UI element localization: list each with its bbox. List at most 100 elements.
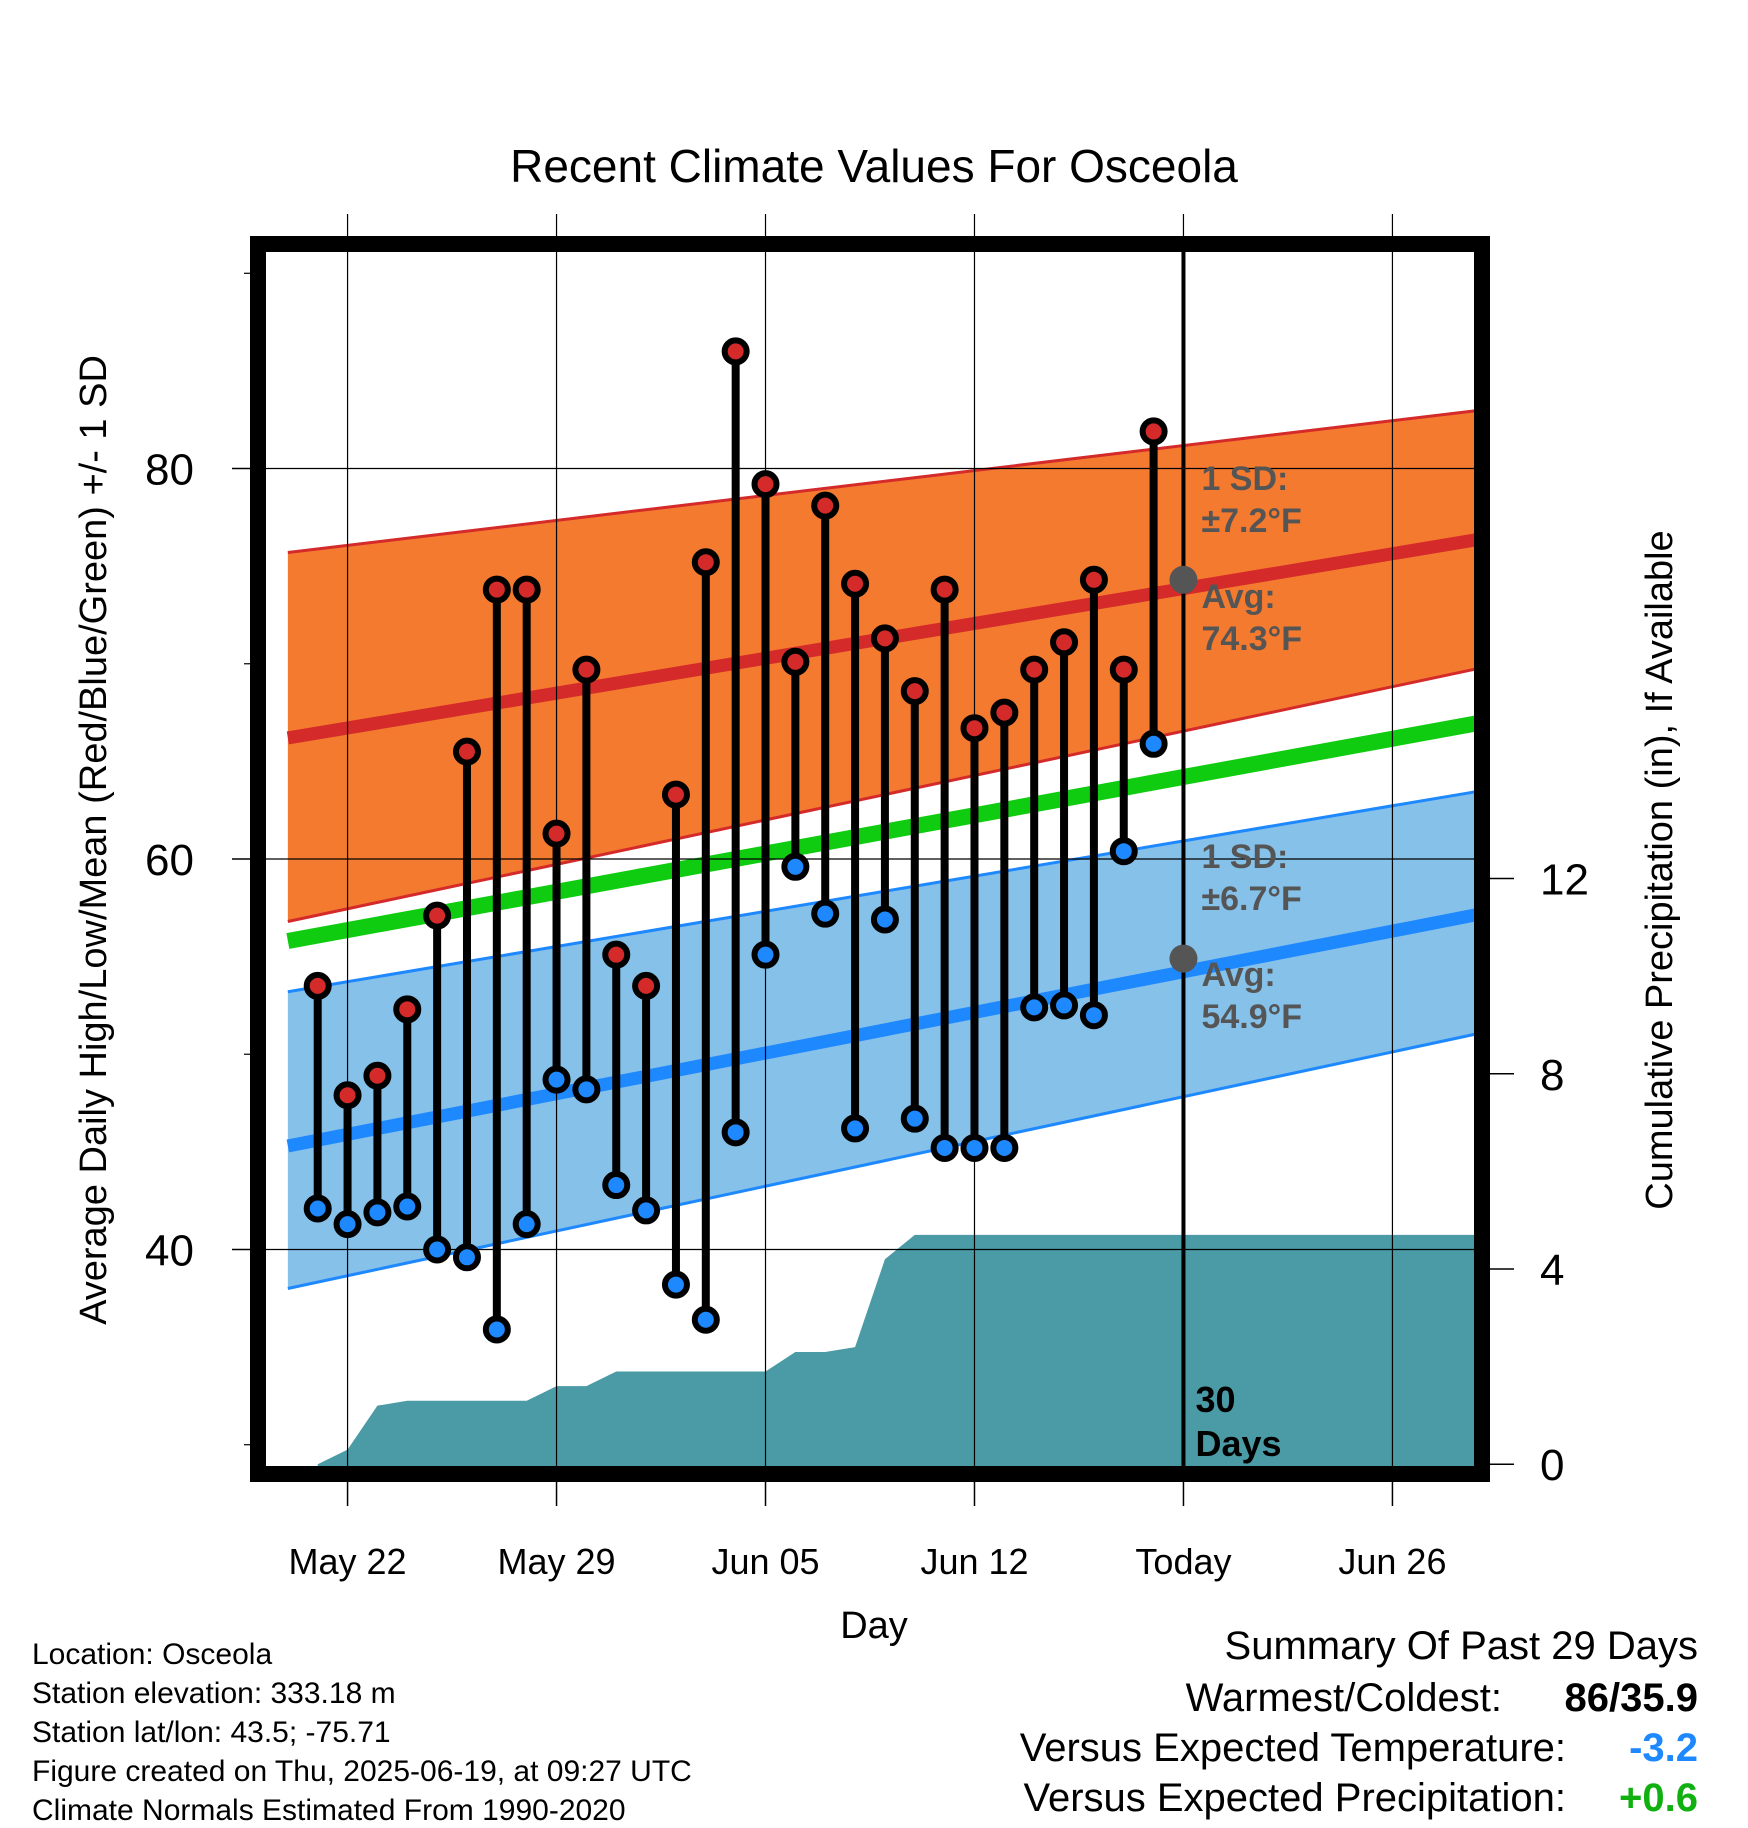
summary-precip-label: Versus Expected Precipitation: <box>1023 1776 1566 1820</box>
precipitation-area <box>317 1234 1483 1474</box>
y-tick-label: 80 <box>145 446 194 495</box>
high-temp-point <box>841 569 870 598</box>
info-latlon: Station lat/lon: 43.5; -75.71 <box>32 1716 391 1749</box>
high-temp-point <box>363 1061 392 1090</box>
high-temp-point <box>512 575 541 604</box>
info-elevation: Station elevation: 333.18 m <box>32 1677 396 1710</box>
today-label-days-number: 30 <box>1195 1379 1235 1420</box>
x-tick-label: Jun 12 <box>920 1541 1028 1582</box>
x-tick-label: May 29 <box>498 1541 616 1582</box>
low-temp-point <box>512 1210 541 1239</box>
x-tick-label: Jun 05 <box>711 1541 819 1582</box>
low-temp-point <box>781 852 810 881</box>
low-temp-point <box>572 1075 601 1104</box>
high-temp-point <box>930 575 959 604</box>
summary-warm-value: 86/35.9 <box>1564 1676 1698 1720</box>
high-temp-point <box>1050 628 1079 657</box>
low-temp-point <box>751 940 780 969</box>
y-tick-label: 60 <box>145 836 194 885</box>
summary-temp-value: -3.2 <box>1629 1726 1698 1770</box>
y2-axis-label: Cumulative Precipitation (in), If Availa… <box>1639 530 1681 1209</box>
x-tick-label: Jun 26 <box>1338 1541 1446 1582</box>
high-sd-annotation-value: ±7.2°F <box>1201 502 1301 540</box>
low-temp-point <box>900 1104 929 1133</box>
high-temp-point <box>602 940 631 969</box>
high-temp-point <box>811 491 840 520</box>
low-temp-point <box>602 1171 631 1200</box>
high-temp-point <box>423 901 452 930</box>
low-avg-annotation-label: Avg: <box>1201 956 1275 994</box>
low-temp-point <box>1079 1001 1108 1030</box>
low-temp-point <box>930 1133 959 1162</box>
low-avg-today-marker <box>1169 944 1198 973</box>
high-temp-point <box>1109 655 1138 684</box>
low-sd-annotation-label: 1 SD: <box>1201 838 1288 876</box>
low-temp-point <box>990 1133 1019 1162</box>
summary-temp-label: Versus Expected Temperature: <box>1019 1726 1566 1770</box>
y-tick-label: 40 <box>145 1226 194 1275</box>
y2-tick-label: 8 <box>1540 1051 1564 1100</box>
low-temp-point <box>691 1305 720 1334</box>
high-temp-point <box>1020 655 1049 684</box>
low-temp-point <box>1139 729 1168 758</box>
y2-tick-label: 0 <box>1540 1441 1564 1490</box>
low-temp-point <box>542 1065 571 1094</box>
info-normals: Climate Normals Estimated From 1990-2020 <box>32 1794 626 1827</box>
low-temp-point <box>452 1243 481 1272</box>
low-temp-point <box>721 1118 750 1147</box>
high-temp-point <box>691 548 720 577</box>
y2-tick-label: 4 <box>1540 1246 1564 1295</box>
low-sd-band-lower-edge <box>287 1031 1483 1290</box>
low-temp-point <box>870 905 899 934</box>
summary-title: Summary Of Past 29 Days <box>1224 1624 1698 1668</box>
high-avg-annotation-label: Avg: <box>1201 578 1275 616</box>
high-temp-point <box>542 819 571 848</box>
summary-precip-value: +0.6 <box>1619 1776 1698 1820</box>
low-sd-annotation-value: ±6.7°F <box>1201 880 1301 918</box>
low-temp-point <box>632 1196 661 1225</box>
low-temp-point <box>841 1114 870 1143</box>
high-temp-point <box>572 655 601 684</box>
low-normal-line <box>286 907 1484 1153</box>
high-temp-point <box>661 780 690 809</box>
high-temp-point <box>721 337 750 366</box>
low-temp-point <box>661 1270 690 1299</box>
low-avg-annotation-value: 54.9°F <box>1201 998 1302 1036</box>
low-temp-point <box>393 1192 422 1221</box>
low-temp-point <box>303 1194 332 1223</box>
high-avg-annotation-value: 74.3°F <box>1201 620 1302 658</box>
high-sd-band-upper-edge <box>287 408 1483 554</box>
high-temp-point <box>333 1081 362 1110</box>
low-temp-point <box>1050 991 1079 1020</box>
low-temp-point <box>1109 837 1138 866</box>
low-temp-point <box>363 1198 392 1227</box>
x-axis-label: Day <box>840 1605 908 1647</box>
high-temp-point <box>990 698 1019 727</box>
high-avg-today-marker <box>1169 565 1198 594</box>
x-tick-label: Today <box>1135 1541 1231 1582</box>
high-temp-point <box>751 470 780 499</box>
high-temp-point <box>393 995 422 1024</box>
low-temp-point <box>811 899 840 928</box>
y-axis-label: Average Daily High/Low/Mean (Red/Blue/Gr… <box>73 355 115 1325</box>
info-location: Location: Osceola <box>32 1638 273 1671</box>
high-temp-point <box>900 677 929 706</box>
low-temp-point <box>482 1315 511 1344</box>
y2-tick-label: 12 <box>1540 856 1589 905</box>
high-temp-point <box>870 624 899 653</box>
high-temp-point <box>960 714 989 743</box>
high-sd-annotation-label: 1 SD: <box>1201 460 1288 498</box>
high-temp-point <box>482 575 511 604</box>
low-temp-point <box>423 1235 452 1264</box>
info-created: Figure created on Thu, 2025-06-19, at 09… <box>32 1755 692 1788</box>
high-temp-point <box>452 737 481 766</box>
high-temp-point <box>1079 565 1108 594</box>
chart-title: Recent Climate Values For Osceola <box>510 140 1238 192</box>
high-temp-point <box>781 647 810 676</box>
low-temp-point <box>333 1210 362 1239</box>
high-temp-point <box>632 971 661 1000</box>
x-tick-label: May 22 <box>289 1541 407 1582</box>
low-temp-point <box>960 1133 989 1162</box>
summary-warm-label: Warmest/Coldest: <box>1185 1676 1502 1720</box>
